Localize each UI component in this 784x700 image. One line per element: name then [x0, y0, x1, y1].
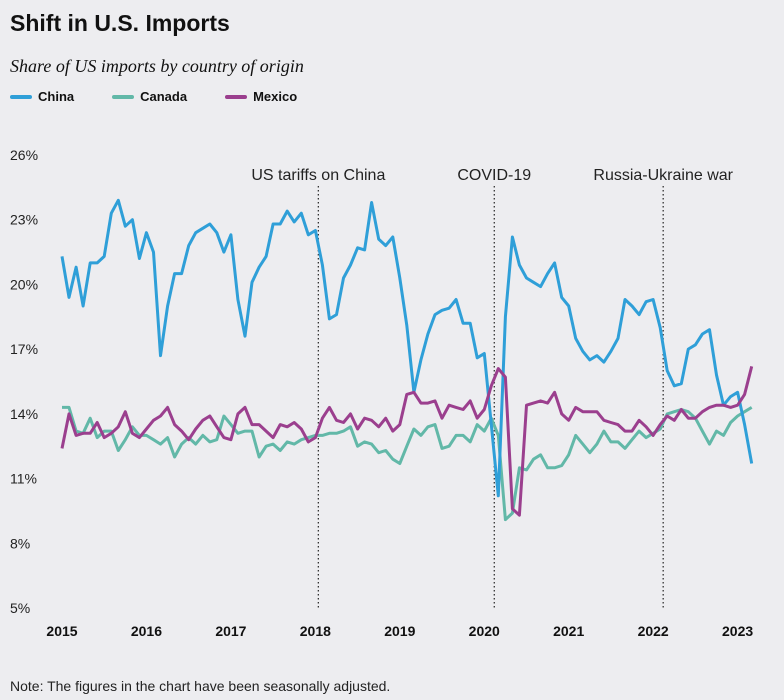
legend-swatch-canada: [112, 94, 135, 99]
footnote: Note: The figures in the chart have been…: [10, 678, 391, 694]
event-label: Russia-Ukraine war: [593, 167, 733, 184]
legend-swatch-china: [10, 94, 32, 99]
legend-label-mexico: Mexico: [253, 89, 298, 104]
x-tick-label: 2019: [384, 623, 415, 639]
series-line-canada: [62, 405, 753, 522]
event-label: US tariffs on China: [251, 167, 385, 184]
x-tick-label: 2015: [46, 623, 77, 639]
y-tick-label: 26%: [10, 147, 38, 163]
chart-subtitle: Share of US imports by country of origin: [10, 56, 304, 76]
x-tick-label: 2022: [638, 623, 669, 639]
x-tick-label: 2016: [131, 623, 162, 639]
x-tick-label: 2017: [215, 623, 246, 639]
series-line-mexico: [60, 366, 754, 517]
legend-label-china: China: [38, 89, 75, 104]
legend-item-china: China: [10, 89, 74, 104]
legend-swatch-mexico: [225, 94, 248, 99]
chart-title: Shift in U.S. Imports: [10, 10, 230, 36]
x-tick-label: 2020: [469, 623, 500, 639]
event-label: COVID-19: [457, 167, 531, 184]
y-tick-label: 20%: [10, 276, 38, 292]
legend-label-canada: Canada: [140, 89, 188, 104]
y-tick-label: 17%: [10, 341, 38, 357]
x-tick-label: 2021: [553, 623, 584, 639]
y-tick-label: 23%: [10, 212, 38, 228]
y-tick-label: 8%: [10, 535, 30, 551]
legend: China Canada Mexico: [10, 89, 297, 104]
series-line-china: [60, 198, 754, 498]
legend-item-mexico: Mexico: [225, 89, 297, 104]
y-tick-label: 5%: [10, 600, 30, 616]
y-tick-label: 14%: [10, 406, 38, 422]
x-tick-label: 2018: [300, 623, 331, 639]
x-tick-label: 2023: [722, 623, 753, 639]
legend-item-canada: Canada: [112, 89, 187, 104]
y-tick-label: 11%: [10, 471, 37, 487]
